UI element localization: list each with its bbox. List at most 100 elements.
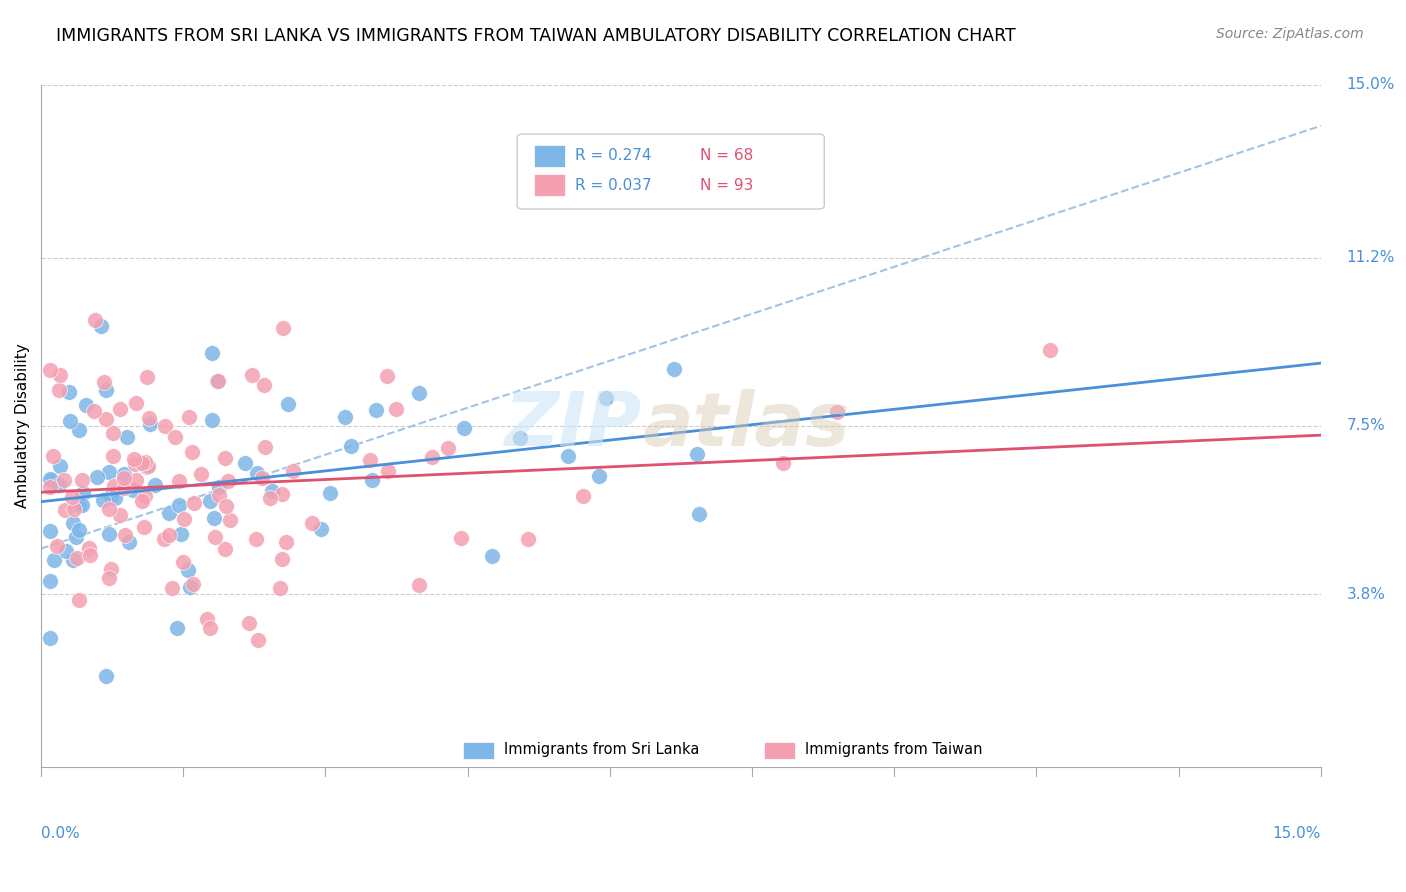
Point [208,487,231,501]
Point [208,480,231,494]
Point [67,592,90,607]
Point [67,498,90,512]
Point [377,464,399,478]
Point [135,370,157,384]
Point [38,574,60,588]
Point [276,535,298,549]
Point [108,401,131,416]
Point [195,612,218,626]
Point [340,439,363,453]
Point [271,552,294,566]
Point [62,502,84,516]
Point [375,369,398,384]
Point [53,473,76,487]
Point [281,464,304,478]
Text: 11.2%: 11.2% [1347,250,1395,265]
Point [361,474,384,488]
Point [65,530,87,544]
Point [118,535,141,549]
Point [91,492,114,507]
Text: Source: ZipAtlas.com: Source: ZipAtlas.com [1216,27,1364,41]
Point [173,512,195,526]
Point [157,528,180,542]
Point [686,447,709,461]
Point [190,467,212,481]
Point [93,375,115,389]
Text: R = 0.037: R = 0.037 [575,178,651,193]
Point [453,421,475,435]
Point [166,621,188,635]
Point [271,320,294,334]
Point [39,471,62,485]
Text: 7.5%: 7.5% [1347,418,1385,434]
Point [153,419,176,434]
Point [250,471,273,485]
Point [688,507,710,521]
Point [167,474,190,488]
Point [139,417,162,432]
Text: Immigrants from Sri Lanka: Immigrants from Sri Lanka [505,742,700,757]
Point [101,425,124,440]
Text: 15.0%: 15.0% [1347,78,1395,93]
Point [183,496,205,510]
Point [125,396,148,410]
Point [48,384,70,398]
FancyBboxPatch shape [517,134,824,209]
Point [103,479,125,493]
Point [825,405,848,419]
Point [253,378,276,392]
Text: atlas: atlas [643,390,851,462]
Point [177,563,200,577]
Point [201,346,224,360]
Point [98,526,121,541]
Point [420,450,443,464]
Text: IMMIGRANTS FROM SRI LANKA VS IMMIGRANTS FROM TAIWAN AMBULATORY DISABILITY CORREL: IMMIGRANTS FROM SRI LANKA VS IMMIGRANTS … [56,27,1017,45]
Point [86,470,108,484]
Point [94,669,117,683]
Point [112,471,135,485]
Point [262,484,284,499]
Point [207,374,229,388]
Point [571,489,593,503]
Point [145,478,167,492]
Point [509,431,531,445]
Point [46,539,69,553]
Point [772,456,794,470]
Point [98,465,121,479]
Point [436,442,458,456]
Point [181,576,204,591]
Point [201,413,224,427]
Point [157,506,180,520]
Point [131,456,153,470]
Point [100,562,122,576]
Point [134,455,156,469]
Point [125,473,148,487]
Point [75,398,97,412]
Point [219,513,242,527]
Point [277,397,299,411]
Y-axis label: Ambulatory Disability: Ambulatory Disability [15,343,30,508]
Point [215,499,238,513]
Point [136,458,159,473]
Point [259,491,281,505]
Point [69,523,91,537]
Point [170,526,193,541]
Point [83,404,105,418]
Point [38,631,60,645]
Point [112,482,135,496]
Point [58,384,80,399]
Point [79,549,101,563]
Point [104,491,127,505]
Point [115,430,138,444]
Point [408,577,430,591]
Point [245,533,267,547]
Point [319,485,342,500]
Point [270,486,292,500]
Point [94,383,117,397]
Text: 15.0%: 15.0% [1272,826,1320,841]
Point [177,410,200,425]
Point [408,386,430,401]
Point [246,466,269,480]
FancyBboxPatch shape [534,145,565,167]
Point [595,391,617,405]
